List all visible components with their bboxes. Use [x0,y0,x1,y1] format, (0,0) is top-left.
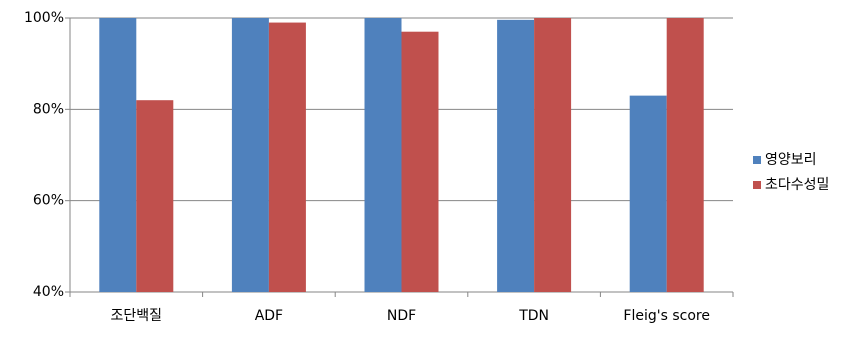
y-tick-label: 60% [33,193,64,209]
legend-swatch [753,156,761,164]
x-tick-label: ADF [255,308,283,324]
bar [136,100,174,292]
bar [231,18,269,292]
bar [666,18,704,292]
bar [629,95,667,292]
y-tick-label: 100% [24,10,64,26]
y-tick-label: 40% [33,284,64,300]
bar [268,22,306,293]
bar [364,18,402,292]
bar [401,31,439,292]
legend-swatch [753,181,761,189]
legend-label: 초다수성밀 [765,177,829,193]
bar [497,19,535,293]
x-tick-label: TDN [518,308,549,324]
x-tick-label: NDF [387,308,416,324]
bar [534,18,572,292]
x-tick-label: 조단백질 [111,308,163,324]
x-tick-label: Fleig's score [623,308,710,324]
bar [99,18,137,292]
y-tick-label: 80% [33,101,64,117]
legend-label: 영양보리 [765,152,817,168]
